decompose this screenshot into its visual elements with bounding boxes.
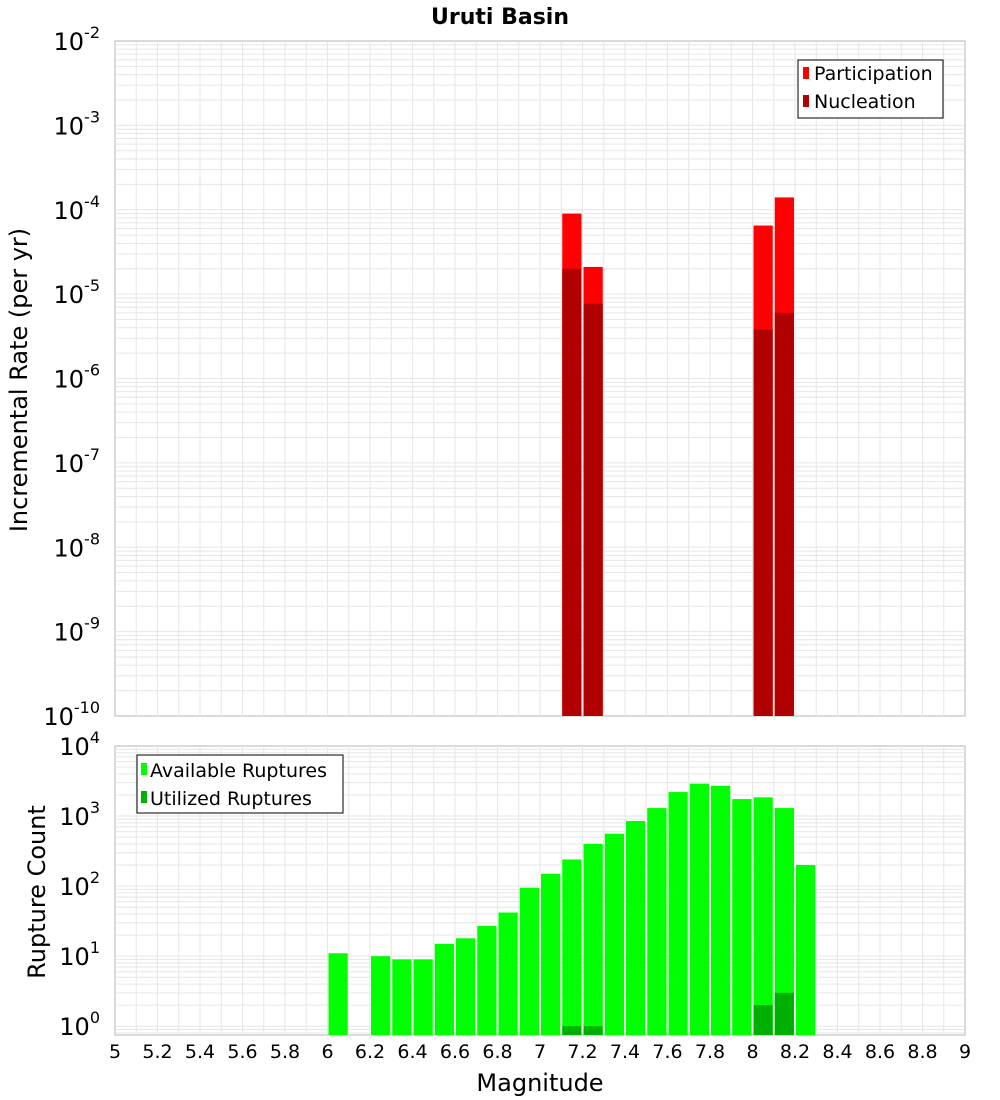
x-tick-label: 8.8 <box>907 1041 937 1063</box>
legend-label-available-ruptures: Available Ruptures <box>150 760 327 782</box>
bar-available-ruptures <box>796 865 816 1035</box>
bar-available-ruptures <box>541 873 561 1035</box>
x-tick-label: 7.4 <box>610 1041 640 1063</box>
bar-available-ruptures <box>647 808 667 1035</box>
bar-available-ruptures <box>371 956 391 1035</box>
top-y-axis-title: Incremental Rate (per yr) <box>5 228 33 532</box>
bar-nucleation <box>753 329 773 716</box>
bar-available-ruptures <box>711 785 731 1035</box>
top-grid <box>115 41 965 716</box>
y-tick-label: 100 <box>59 1008 100 1041</box>
bottom-grid <box>115 746 965 1035</box>
bar-utilized-ruptures <box>753 1005 773 1035</box>
bar-utilized-ruptures <box>583 1026 603 1035</box>
x-tick-label: 7.6 <box>652 1041 682 1063</box>
x-tick-label: 5.6 <box>227 1041 257 1063</box>
bottom-y-axis-title: Rupture Count <box>23 805 51 979</box>
top-legend-box <box>797 59 944 119</box>
top-bars <box>562 197 794 717</box>
y-tick-label: 10-4 <box>54 192 101 225</box>
bar-utilized-ruptures <box>774 992 794 1035</box>
bottom-y-tick-labels: 104 103 102 101 100 <box>59 728 100 1041</box>
y-tick-label: 103 <box>59 798 100 831</box>
y-tick-label: 10-10 <box>43 698 100 731</box>
x-tick-label: 6.6 <box>440 1041 470 1063</box>
x-tick-label: 8 <box>746 1041 758 1063</box>
y-tick-label: 10-3 <box>54 107 101 140</box>
bottom-panel: 104 103 102 101 100 5 5.2 5.4 5.6 5.8 6 6.2 6.4 6.6 6… <box>23 728 971 1097</box>
bar-nucleation <box>562 268 582 716</box>
x-tick-label: 8.4 <box>822 1041 852 1063</box>
x-tick-label: 8.6 <box>865 1041 895 1063</box>
x-tick-label: 5.8 <box>270 1041 300 1063</box>
x-tick-label: 6.4 <box>397 1041 427 1063</box>
legend-swatch-available-ruptures <box>141 763 147 775</box>
bar-available-ruptures <box>519 887 539 1035</box>
bar-available-ruptures <box>434 943 454 1035</box>
bar-available-ruptures <box>456 938 476 1035</box>
bar-available-ruptures <box>732 799 752 1035</box>
bar-available-ruptures <box>774 808 794 1035</box>
bottom-legend: Available Ruptures Utilized Ruptures <box>136 754 344 814</box>
bar-available-ruptures <box>689 783 709 1035</box>
legend-swatch-participation <box>803 67 809 79</box>
x-tick-label: 6.2 <box>355 1041 385 1063</box>
x-tick-label: 7.8 <box>695 1041 725 1063</box>
x-tick-label: 7.2 <box>567 1041 597 1063</box>
y-tick-label: 10-2 <box>54 23 101 56</box>
x-tick-label: 6 <box>321 1041 333 1063</box>
bar-nucleation <box>774 312 794 716</box>
bar-available-ruptures <box>668 792 688 1035</box>
x-tick-label: 7 <box>534 1041 546 1063</box>
bar-utilized-ruptures <box>562 1026 582 1035</box>
y-tick-label: 10-8 <box>54 529 101 562</box>
y-tick-label: 10-6 <box>54 361 101 394</box>
legend-swatch-nucleation <box>803 95 809 107</box>
x-tick-label: 5 <box>109 1041 121 1063</box>
bar-available-ruptures <box>498 912 518 1035</box>
x-axis-title: Magnitude <box>476 1069 603 1097</box>
bar-available-ruptures <box>753 797 773 1035</box>
bar-available-ruptures <box>328 953 348 1035</box>
legend-label-nucleation: Nucleation <box>814 91 916 113</box>
y-tick-label: 10-5 <box>54 276 101 309</box>
y-tick-label: 101 <box>59 938 100 971</box>
bar-available-ruptures <box>626 821 646 1035</box>
bar-available-ruptures <box>583 843 603 1035</box>
y-tick-label: 10-9 <box>54 614 101 647</box>
chart-title: Uruti Basin <box>431 5 569 30</box>
bottom-bars <box>328 783 816 1035</box>
y-tick-label: 10-7 <box>54 445 101 478</box>
legend-label-utilized-ruptures: Utilized Ruptures <box>150 788 312 810</box>
legend-swatch-utilized-ruptures <box>141 791 147 803</box>
x-tick-label: 9 <box>959 1041 971 1063</box>
x-tick-label: 8.2 <box>780 1041 810 1063</box>
bar-available-ruptures <box>477 925 497 1035</box>
y-tick-label: 104 <box>59 728 100 761</box>
bar-nucleation <box>583 303 603 716</box>
bar-available-ruptures <box>562 859 582 1035</box>
x-tick-label: 5.2 <box>142 1041 172 1063</box>
bar-available-ruptures <box>392 959 412 1035</box>
bar-available-ruptures <box>604 833 624 1035</box>
top-y-tick-labels: 10-2 10-3 10-4 10-5 10-6 10-7 10-8 10-9 10-10 <box>43 23 100 731</box>
legend-label-participation: Participation <box>814 63 933 85</box>
bar-available-ruptures <box>413 959 433 1035</box>
bottom-legend-box <box>136 754 344 814</box>
x-tick-label: 6.8 <box>482 1041 512 1063</box>
top-legend: Participation Nucleation <box>797 59 944 119</box>
y-tick-label: 102 <box>59 868 100 901</box>
top-panel: 10-2 10-3 10-4 10-5 10-6 10-7 10-8 10-9 10-10 In… <box>5 23 966 731</box>
x-tick-label: 5.4 <box>185 1041 215 1063</box>
x-tick-labels: 5 5.2 5.4 5.6 5.8 6 6.2 6.4 6.6 6.8 7 7.2 7.4 7.6 7.8 8… <box>109 1041 971 1063</box>
